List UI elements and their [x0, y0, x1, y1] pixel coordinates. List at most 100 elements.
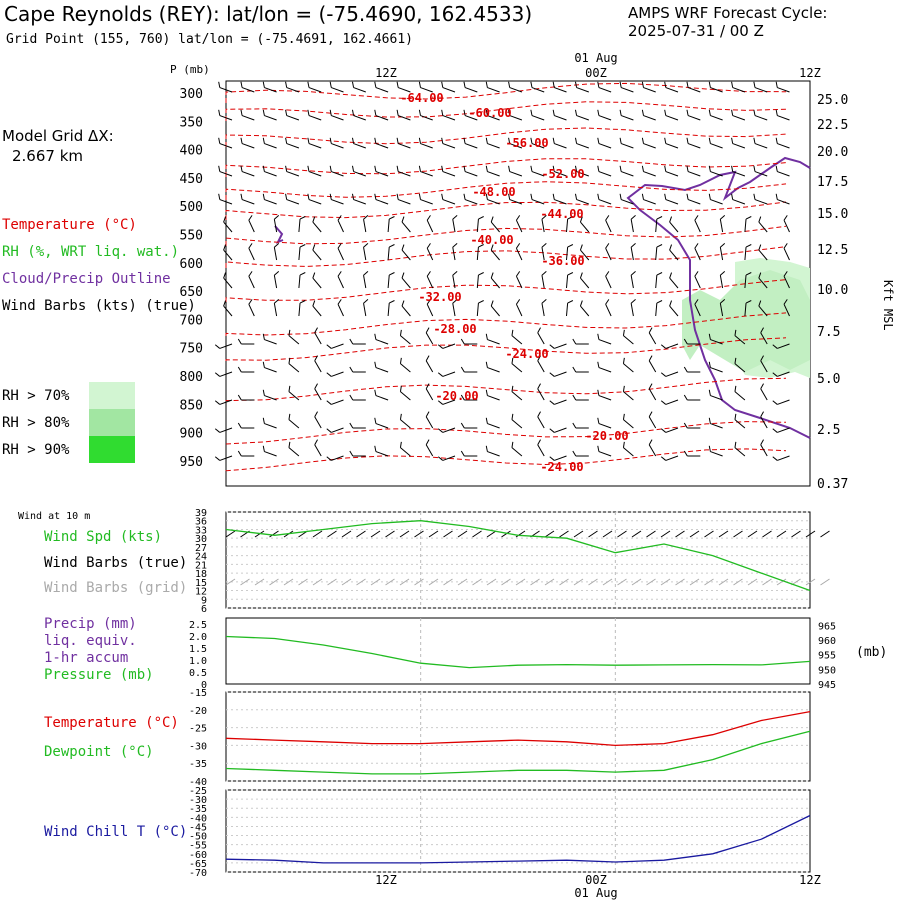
wind-barb — [708, 361, 723, 373]
wind-barb-flag — [463, 137, 466, 144]
wind-barb — [537, 411, 545, 429]
wind-barb-flag — [285, 165, 288, 172]
axis-labels: 3003504004505005506006507007508008509009… — [180, 87, 849, 879]
wind-barb — [683, 394, 701, 401]
isotherm-label: -28.00 — [433, 322, 476, 336]
wind-barb — [307, 165, 322, 177]
wind-barb — [708, 137, 723, 149]
wind-barb-shaft — [286, 115, 300, 121]
wind-barb-flag — [389, 272, 395, 276]
wind-barb-flag — [686, 165, 689, 172]
wind-barb-flag — [605, 299, 610, 305]
wind-barb-flag — [772, 372, 778, 377]
wind-barb-shaft — [665, 371, 679, 377]
wind-barb-flag — [683, 422, 688, 429]
wind-barb-flag — [274, 214, 280, 220]
wind-barb-shaft — [643, 143, 656, 149]
wind-barb — [708, 417, 723, 429]
wind-barb — [537, 327, 545, 345]
wind-barb-shaft — [511, 335, 523, 345]
series-2-0 — [225, 635, 811, 669]
kft-tick: 2.5 — [817, 423, 840, 438]
wind-barb-flag — [731, 137, 734, 144]
wind-barb-shaft — [331, 371, 344, 377]
legend-wind-barbs-grid: Wind Barbs (grid) — [44, 580, 187, 596]
wind-barb-shaft — [490, 305, 500, 317]
wind-barb-shaft — [665, 399, 679, 405]
wind-barb-shaft — [554, 343, 567, 349]
wind-barb-shaft — [219, 143, 233, 149]
wind-barb-shaft — [777, 371, 790, 377]
barb-10m-true — [225, 530, 236, 538]
wind-barb-shaft — [576, 143, 589, 149]
wind-barb — [549, 427, 567, 433]
wind-barb — [597, 137, 612, 149]
wind-barb-flag — [552, 81, 555, 88]
wind-barb — [237, 394, 255, 401]
wind-barb — [329, 137, 344, 149]
p-tick: 600 — [180, 257, 203, 272]
pressure-tick: 950 — [818, 665, 836, 676]
wind-barb-flag — [478, 216, 484, 220]
barb-10m-true — [544, 530, 555, 538]
wind-barb — [648, 439, 657, 457]
wind-barb-flag — [426, 215, 431, 221]
wind-barb — [426, 243, 434, 261]
wind-barb — [485, 81, 500, 93]
wind-barb-shaft — [241, 171, 255, 177]
wind-barb-flag — [549, 372, 555, 377]
wind-barb-shaft — [665, 115, 679, 121]
wind-barb-flag — [262, 193, 265, 200]
wind-barb-shaft — [566, 303, 569, 317]
barb-10m-grid — [385, 578, 395, 586]
wind-barb-flag — [772, 400, 778, 405]
wind-barb — [648, 327, 657, 345]
wind-barb-flag — [351, 165, 355, 172]
wind-barb-flag — [374, 109, 377, 116]
wind-barb-flag — [574, 193, 578, 200]
wind-barb — [273, 298, 280, 317]
wind-barb-flag — [351, 81, 355, 88]
wind-barb — [248, 299, 255, 317]
wind-barb-shaft — [783, 248, 790, 261]
wind-barb — [511, 385, 523, 401]
wind-barb — [648, 355, 657, 373]
panel3-tick: -30 — [189, 741, 207, 752]
barb-10m-grid — [414, 578, 424, 586]
wind-barb — [349, 394, 366, 401]
wind-barb-flag — [240, 81, 243, 88]
rh70-swatch — [89, 382, 135, 409]
wind-barb-flag — [530, 81, 533, 88]
wind-barb — [572, 394, 589, 401]
legend-cloud-outline: Cloud/Precip Outline — [2, 271, 171, 287]
pressure-unit-label: (mb) — [856, 645, 887, 660]
date-label-bottom: 01 Aug — [574, 886, 617, 900]
wind-barb — [731, 81, 746, 93]
wind-barb-flag — [490, 216, 494, 223]
wind-barb — [619, 165, 634, 177]
wind-barb — [452, 298, 458, 317]
wind-barb-flag — [485, 81, 488, 88]
wind-barb — [694, 271, 701, 289]
barb-10m-true — [370, 530, 381, 538]
wind-barb-shaft — [375, 339, 389, 345]
wind-barb — [223, 300, 233, 317]
panel4-tick: -70 — [189, 868, 207, 879]
barb-10m-grid — [675, 578, 685, 586]
wind-barb-shaft — [288, 447, 300, 457]
wind-barb-flag — [485, 193, 488, 200]
wind-barb — [530, 165, 545, 177]
wind-barb-shaft — [219, 371, 233, 377]
wind-barb — [374, 81, 389, 93]
wind-barb — [549, 399, 567, 405]
barb-10m-grid — [269, 578, 279, 586]
wind-barb-shaft — [248, 248, 255, 261]
wind-barb — [541, 298, 547, 317]
wind-barb-flag — [437, 400, 444, 405]
wind-barb-shaft — [264, 423, 277, 429]
legend-temperature-panel: Temperature (°C) — [44, 715, 179, 731]
wind-barb-flag — [240, 165, 243, 172]
wind-barb-shaft — [452, 247, 456, 261]
barb-10m-grid — [631, 578, 642, 586]
wind-barb — [476, 300, 484, 317]
